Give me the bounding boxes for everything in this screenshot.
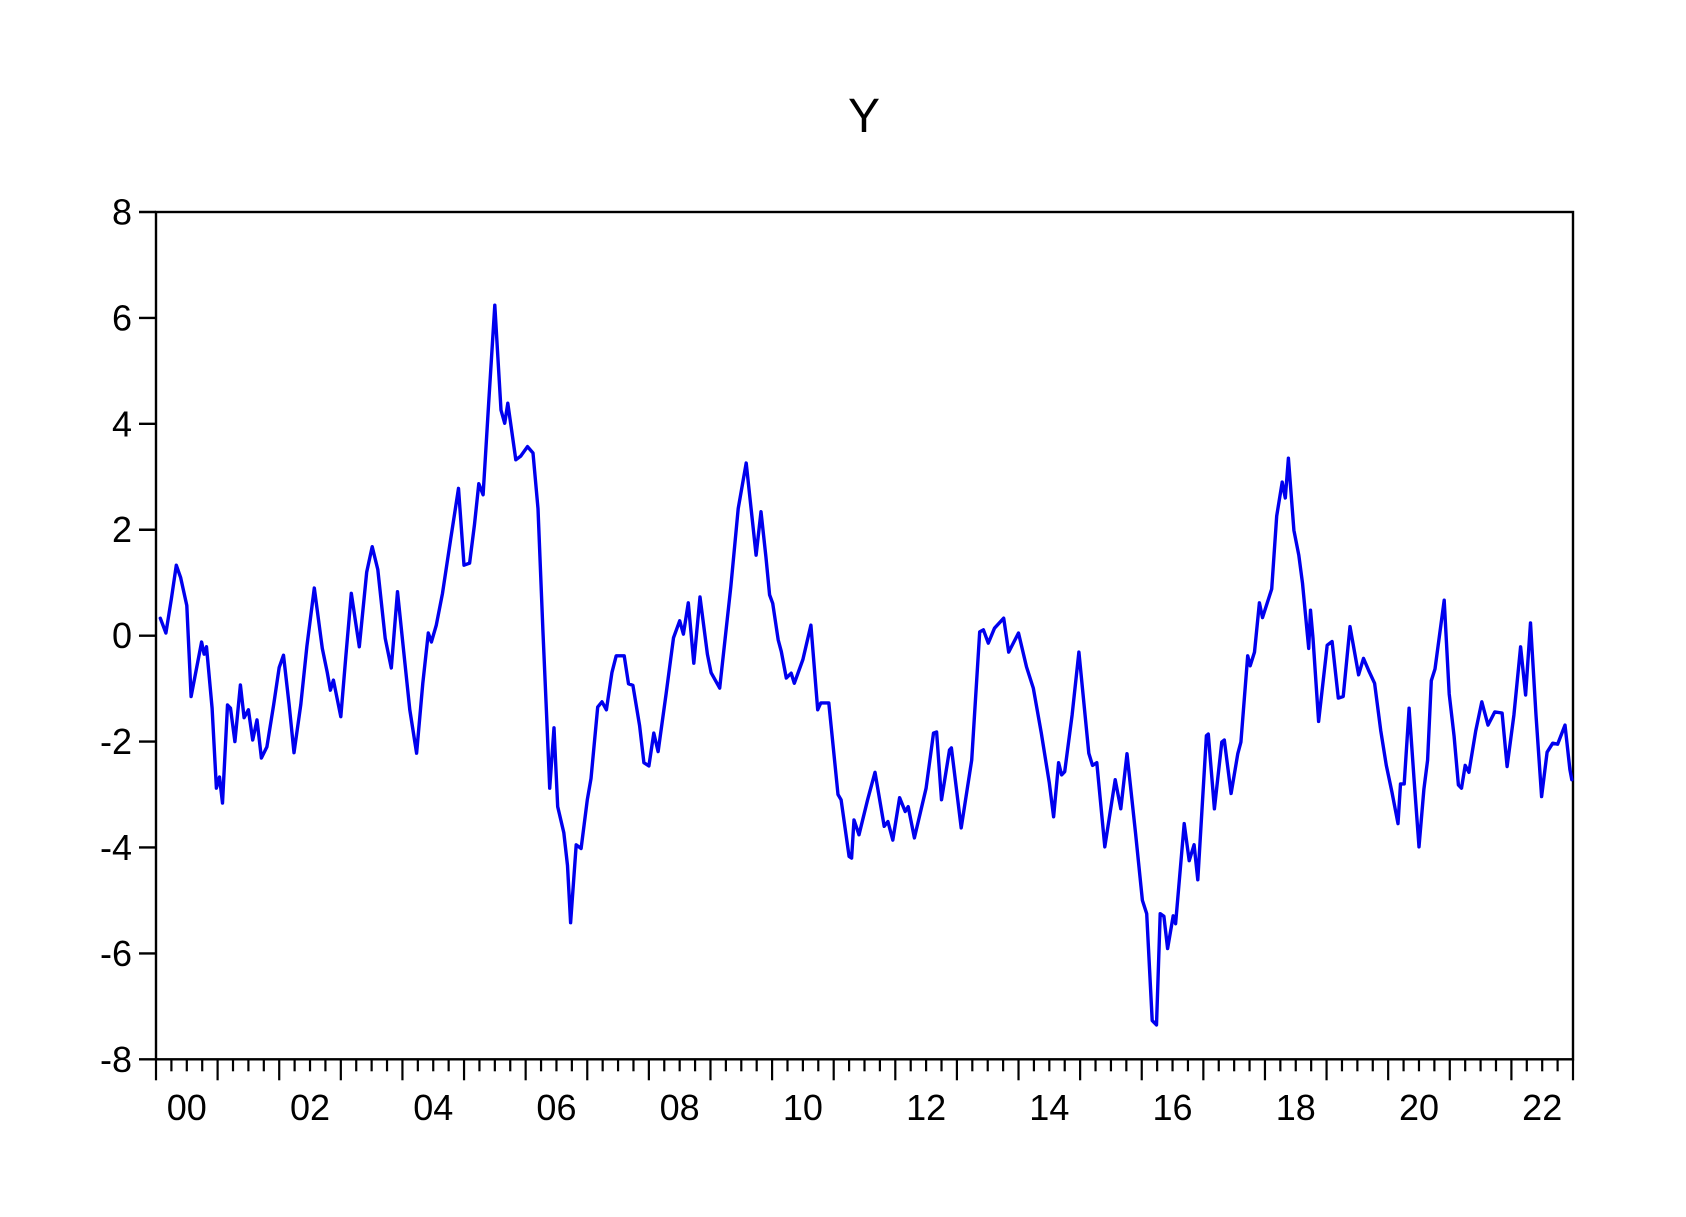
y-tick-label: 2: [112, 509, 132, 550]
x-tick-label: 14: [1029, 1087, 1069, 1128]
x-axis-ticks: 00 02 04 06 08 10 12 14 16 18 20 22: [154, 1059, 1575, 1128]
x-tick-label: 00: [167, 1087, 207, 1128]
x-tick-label: 22: [1522, 1087, 1562, 1128]
y-tick-label: -8: [100, 1039, 132, 1080]
x-tick-label: 10: [783, 1087, 823, 1128]
y-tick-label: -6: [100, 933, 132, 974]
x-tick-label: 06: [536, 1087, 576, 1128]
y-tick-label: 8: [112, 192, 132, 233]
y-tick-label: 4: [112, 403, 132, 444]
x-tick-label: 18: [1276, 1087, 1316, 1128]
x-tick-label: 08: [660, 1087, 700, 1128]
y-tick-label: -4: [100, 827, 132, 868]
x-tick-label: 02: [290, 1087, 330, 1128]
chart-title: Y: [848, 90, 880, 143]
y-axis-ticks: 8 6 4 2 0 -2 -4 -6 -8: [100, 192, 156, 1080]
y-tick-label: -2: [100, 721, 132, 762]
x-tick-label: 20: [1399, 1087, 1439, 1128]
plot-frame: [154, 210, 1575, 1061]
series-line-y: [158, 303, 1574, 1027]
y-tick-label: 0: [112, 615, 132, 656]
x-tick-label: 12: [906, 1087, 946, 1128]
x-tick-label: 04: [413, 1087, 453, 1128]
x-tick-label: 16: [1153, 1087, 1193, 1128]
series-group: [158, 303, 1574, 1027]
y-tick-label: 6: [112, 297, 132, 338]
